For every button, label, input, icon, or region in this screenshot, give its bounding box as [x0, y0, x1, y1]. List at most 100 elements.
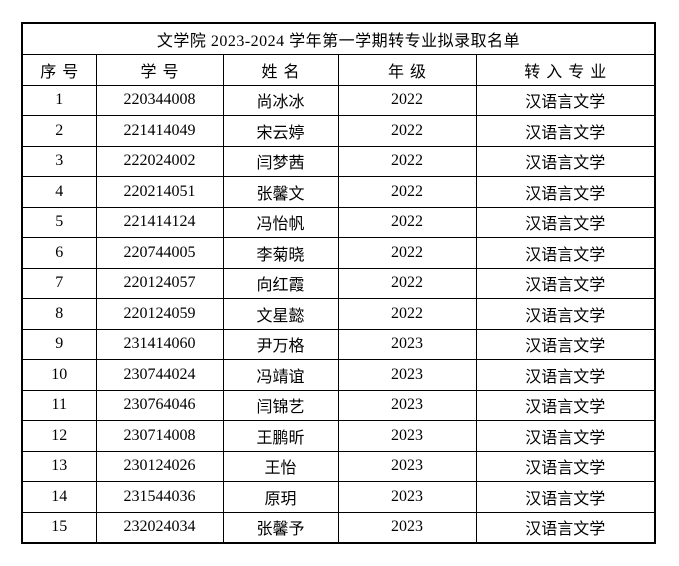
- table-row: 4 220214051 张馨文 2022 汉语言文学: [21, 176, 656, 208]
- cell-name: 宋云婷: [222, 115, 339, 147]
- table-row: 8 220124059 文星懿 2022 汉语言文学: [21, 298, 656, 330]
- cell-major: 汉语言文学: [475, 328, 656, 360]
- cell-student_id: 230764046: [95, 389, 224, 421]
- table-row: 15 232024034 张馨予 2023 汉语言文学: [21, 511, 656, 543]
- cell-grade: 2022: [337, 176, 477, 208]
- cell-grade: 2022: [337, 84, 477, 116]
- cell-student_id: 220344008: [95, 84, 224, 116]
- cell-student_id: 221414124: [95, 206, 224, 238]
- table-row: 14 231544036 原玥 2023 汉语言文学: [21, 481, 656, 513]
- cell-student_id: 231414060: [95, 328, 224, 360]
- cell-name: 原玥: [222, 481, 339, 513]
- cell-name: 冯靖谊: [222, 359, 339, 391]
- table-row: 9 231414060 尹万格 2023 汉语言文学: [21, 328, 656, 360]
- cell-name: 冯怡帆: [222, 206, 339, 238]
- table-row: 7 220124057 向红霞 2022 汉语言文学: [21, 267, 656, 299]
- column-header-major: 转入专业: [475, 53, 656, 86]
- table-row: 11 230764046 闫锦艺 2023 汉语言文学: [21, 389, 656, 421]
- cell-grade: 2023: [337, 328, 477, 360]
- admission-roster-table: 文学院 2023-2024 学年第一学期转专业拟录取名单 序号 学号 姓名 年级…: [21, 22, 657, 544]
- cell-no: 14: [21, 481, 97, 513]
- table-row: 2 221414049 宋云婷 2022 汉语言文学: [21, 115, 656, 147]
- cell-no: 6: [21, 237, 97, 269]
- cell-name: 文星懿: [222, 298, 339, 330]
- cell-major: 汉语言文学: [475, 145, 656, 177]
- column-header-name: 姓名: [222, 53, 339, 86]
- cell-grade: 2023: [337, 389, 477, 421]
- cell-grade: 2022: [337, 298, 477, 330]
- cell-name: 向红霞: [222, 267, 339, 299]
- cell-student_id: 220124057: [95, 267, 224, 299]
- cell-major: 汉语言文学: [475, 176, 656, 208]
- cell-name: 王怡: [222, 450, 339, 482]
- cell-no: 7: [21, 267, 97, 299]
- cell-no: 15: [21, 511, 97, 543]
- cell-no: 13: [21, 450, 97, 482]
- cell-student_id: 232024034: [95, 511, 224, 543]
- cell-no: 4: [21, 176, 97, 208]
- cell-no: 3: [21, 145, 97, 177]
- cell-no: 1: [21, 84, 97, 116]
- cell-grade: 2023: [337, 450, 477, 482]
- cell-no: 10: [21, 359, 97, 391]
- cell-grade: 2022: [337, 145, 477, 177]
- table-row: 12 230714008 王鹏昕 2023 汉语言文学: [21, 420, 656, 452]
- table-row: 1 220344008 尚冰冰 2022 汉语言文学: [21, 84, 656, 116]
- cell-major: 汉语言文学: [475, 206, 656, 238]
- table-row: 3 222024002 闫梦茜 2022 汉语言文学: [21, 145, 656, 177]
- table-row: 5 221414124 冯怡帆 2022 汉语言文学: [21, 206, 656, 238]
- cell-no: 5: [21, 206, 97, 238]
- column-header-grade: 年级: [337, 53, 477, 86]
- cell-no: 11: [21, 389, 97, 421]
- cell-no: 2: [21, 115, 97, 147]
- cell-name: 张馨予: [222, 511, 339, 543]
- cell-grade: 2022: [337, 115, 477, 147]
- cell-grade: 2023: [337, 420, 477, 452]
- cell-major: 汉语言文学: [475, 511, 656, 543]
- cell-student_id: 220744005: [95, 237, 224, 269]
- cell-student_id: 220124059: [95, 298, 224, 330]
- table-row: 13 230124026 王怡 2023 汉语言文学: [21, 450, 656, 482]
- cell-major: 汉语言文学: [475, 359, 656, 391]
- cell-grade: 2023: [337, 359, 477, 391]
- cell-grade: 2022: [337, 267, 477, 299]
- table-row: 10 230744024 冯靖谊 2023 汉语言文学: [21, 359, 656, 391]
- cell-major: 汉语言文学: [475, 420, 656, 452]
- cell-major: 汉语言文学: [475, 267, 656, 299]
- cell-major: 汉语言文学: [475, 298, 656, 330]
- cell-name: 张馨文: [222, 176, 339, 208]
- table-title-row: 文学院 2023-2024 学年第一学期转专业拟录取名单: [21, 22, 656, 55]
- cell-name: 闫梦茜: [222, 145, 339, 177]
- table-row: 6 220744005 李菊晓 2022 汉语言文学: [21, 237, 656, 269]
- cell-student_id: 230744024: [95, 359, 224, 391]
- cell-student_id: 220214051: [95, 176, 224, 208]
- cell-name: 闫锦艺: [222, 389, 339, 421]
- cell-major: 汉语言文学: [475, 84, 656, 116]
- cell-major: 汉语言文学: [475, 450, 656, 482]
- cell-grade: 2022: [337, 206, 477, 238]
- table-title: 文学院 2023-2024 学年第一学期转专业拟录取名单: [21, 22, 656, 55]
- cell-grade: 2023: [337, 511, 477, 543]
- cell-name: 王鹏昕: [222, 420, 339, 452]
- cell-grade: 2022: [337, 237, 477, 269]
- table-header-row: 序号 学号 姓名 年级 转入专业: [21, 53, 656, 86]
- cell-no: 12: [21, 420, 97, 452]
- cell-name: 李菊晓: [222, 237, 339, 269]
- cell-student_id: 230124026: [95, 450, 224, 482]
- cell-no: 9: [21, 328, 97, 360]
- cell-name: 尹万格: [222, 328, 339, 360]
- cell-major: 汉语言文学: [475, 237, 656, 269]
- cell-student_id: 222024002: [95, 145, 224, 177]
- cell-no: 8: [21, 298, 97, 330]
- cell-name: 尚冰冰: [222, 84, 339, 116]
- column-header-no: 序号: [21, 53, 97, 86]
- cell-grade: 2023: [337, 481, 477, 513]
- table-body: 1 220344008 尚冰冰 2022 汉语言文学 2 221414049 宋云婷 2022 汉…: [21, 84, 656, 543]
- cell-major: 汉语言文学: [475, 115, 656, 147]
- cell-student_id: 230714008: [95, 420, 224, 452]
- cell-student_id: 221414049: [95, 115, 224, 147]
- cell-student_id: 231544036: [95, 481, 224, 513]
- cell-major: 汉语言文学: [475, 481, 656, 513]
- cell-major: 汉语言文学: [475, 389, 656, 421]
